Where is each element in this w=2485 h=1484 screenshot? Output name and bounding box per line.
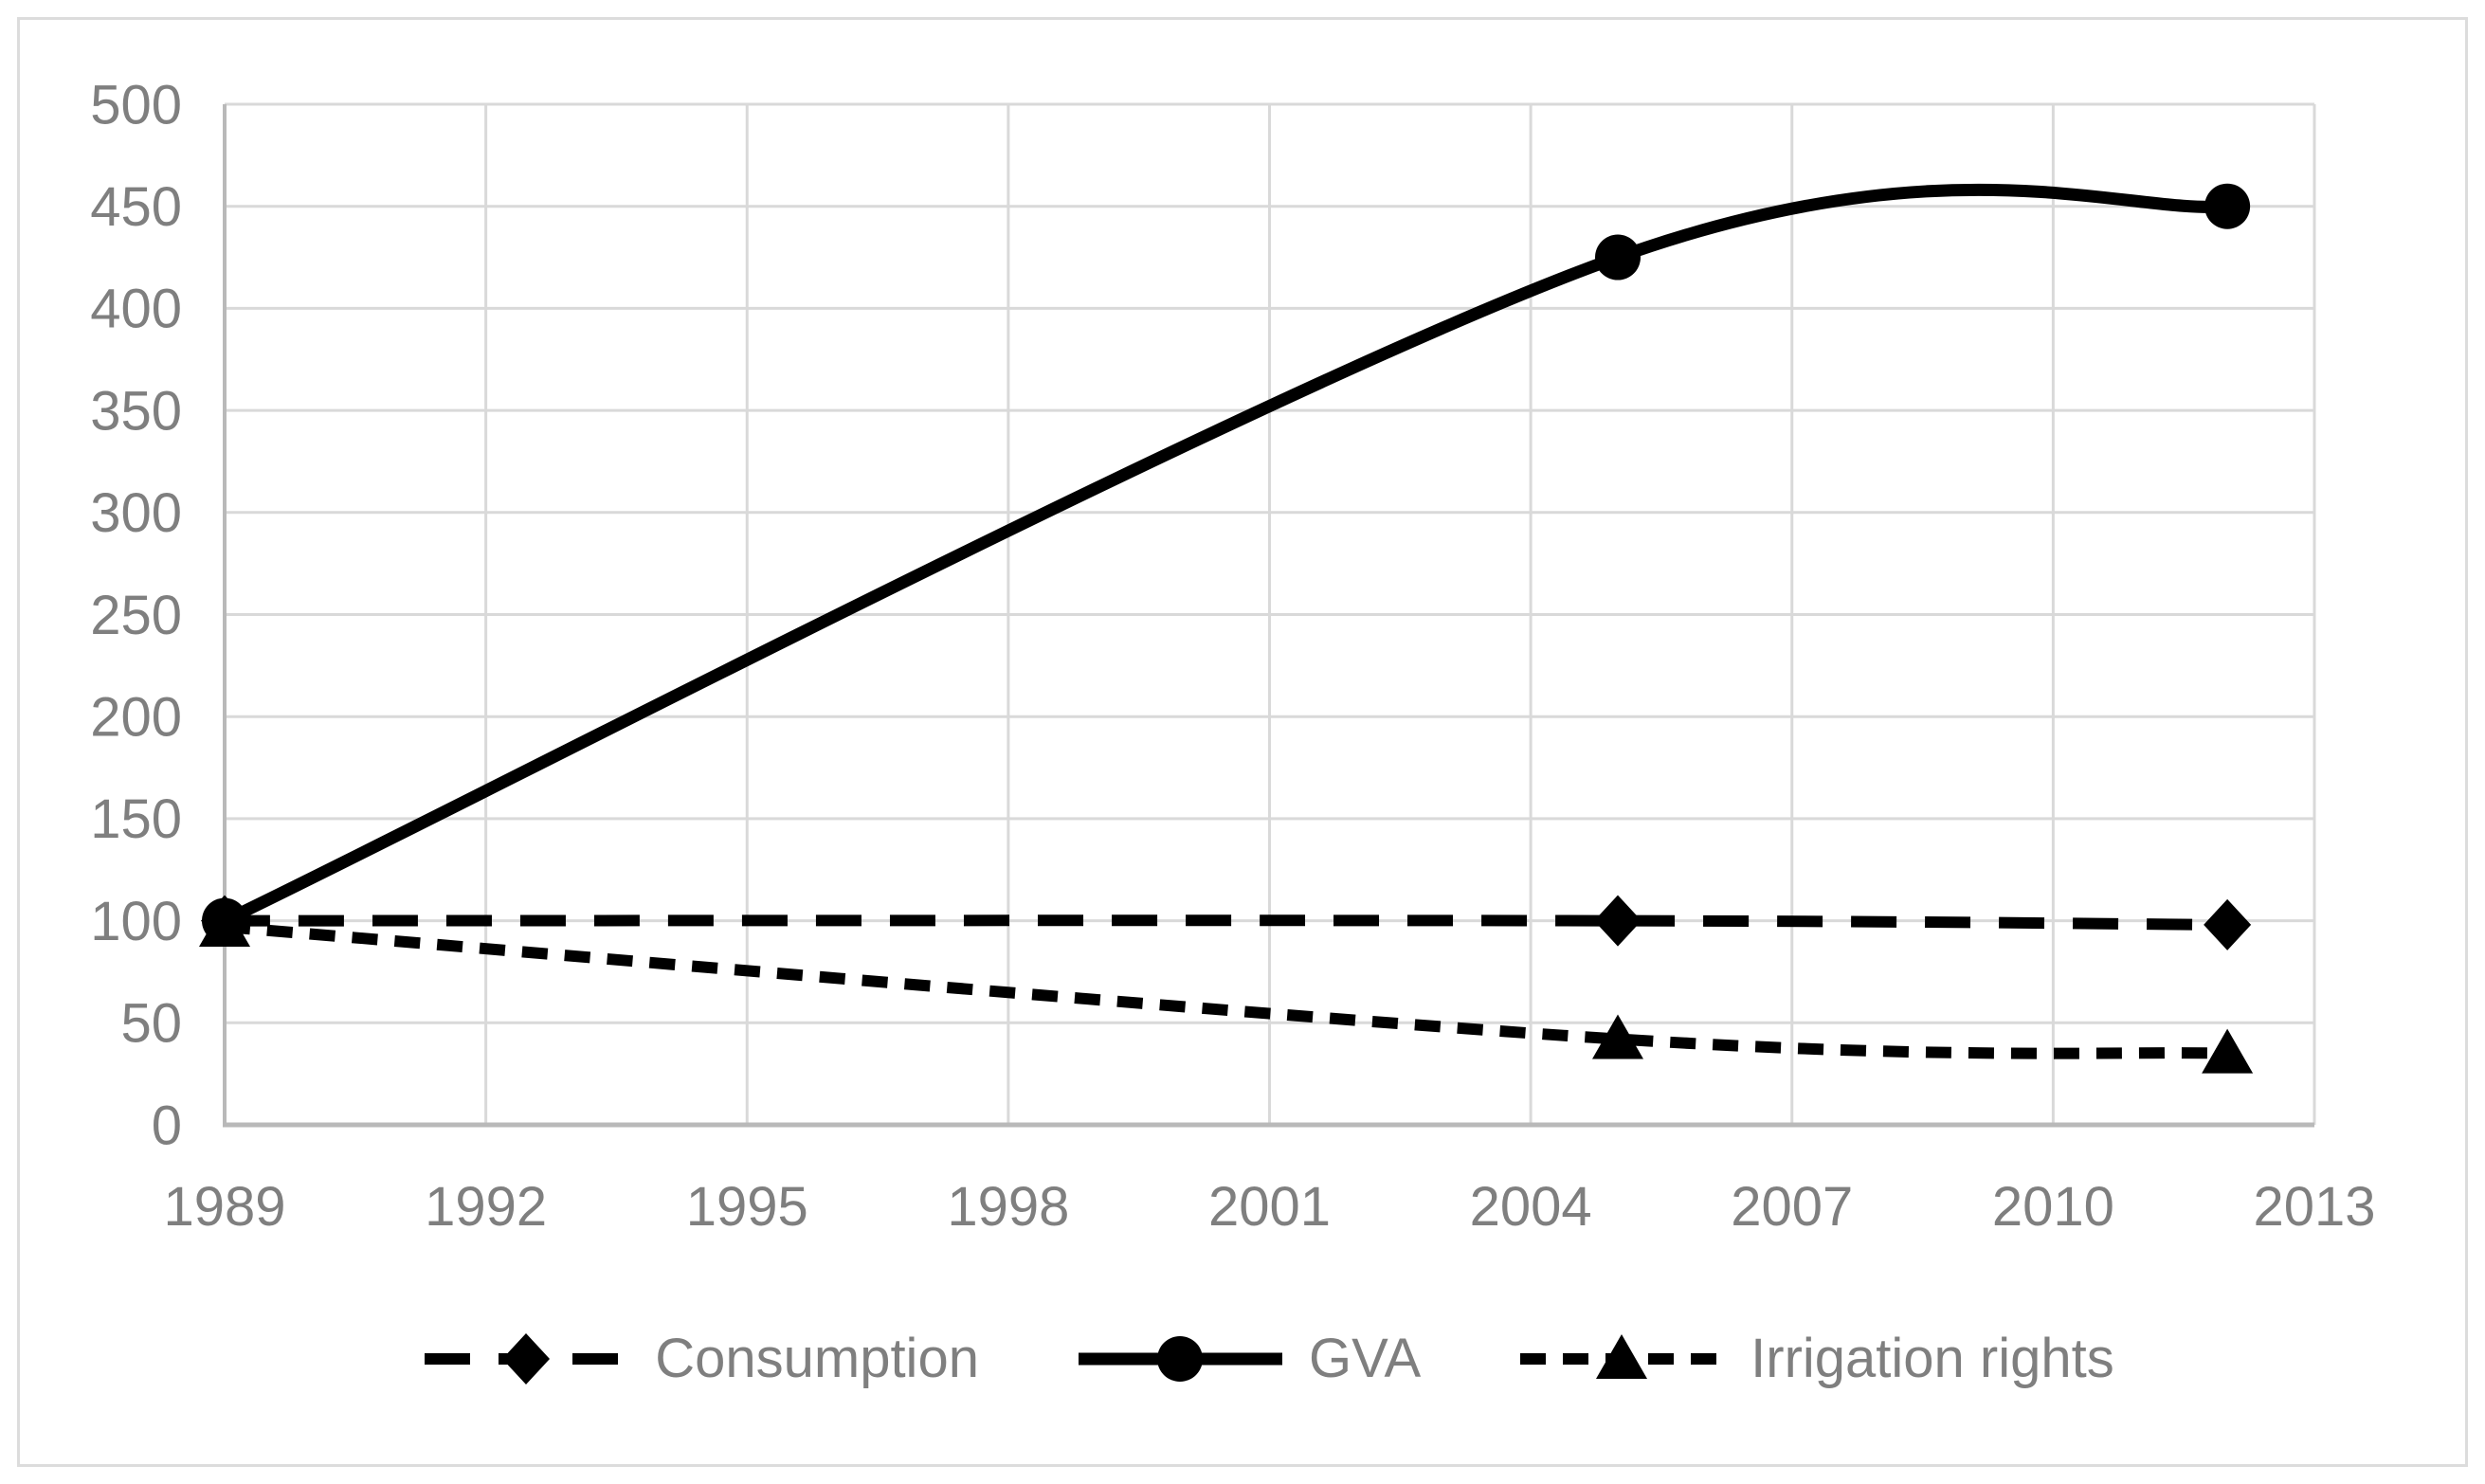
x-tick-label: 2010 bbox=[1992, 1176, 2114, 1238]
irrigation-rights-swatch bbox=[1520, 1334, 1725, 1379]
y-tick-label: 450 bbox=[90, 176, 182, 238]
triangle-marker-icon bbox=[1596, 1334, 1648, 1379]
y-tick-label: 400 bbox=[90, 279, 182, 340]
series-line-gva bbox=[222, 183, 2228, 927]
gva-swatch bbox=[1078, 1336, 1282, 1382]
gridlines bbox=[225, 102, 2316, 1125]
x-tick-label: 1989 bbox=[163, 1176, 285, 1238]
y-tick-label: 0 bbox=[152, 1095, 182, 1156]
series-line-irrigation-rights bbox=[224, 921, 2228, 1059]
y-tick-label: 350 bbox=[90, 380, 182, 442]
y-tick-label: 300 bbox=[90, 482, 182, 544]
x-tick-label: 2001 bbox=[1208, 1176, 1331, 1238]
circle-marker-icon bbox=[2204, 183, 2251, 229]
x-tick-label: 1995 bbox=[686, 1176, 808, 1238]
x-tick-label: 1992 bbox=[425, 1176, 547, 1238]
legend-item-irrigation-rights: Irrigation rights bbox=[1520, 1325, 2114, 1393]
x-tick-label: 2004 bbox=[1470, 1176, 1592, 1238]
circle-marker-icon bbox=[1156, 1336, 1203, 1382]
legend-label-irrigation-rights: Irrigation rights bbox=[1750, 1328, 2114, 1389]
chart-legend: Consumption GVA Irrigation rights bbox=[225, 1319, 2314, 1399]
y-tick-label: 200 bbox=[90, 687, 182, 749]
y-tick-label: 50 bbox=[120, 993, 182, 1055]
legend-label-gva: GVA bbox=[1308, 1328, 1422, 1389]
diamond-marker-icon bbox=[1594, 895, 1642, 947]
legend-item-gva: GVA bbox=[1078, 1325, 1422, 1393]
legend-item-consumption: Consumption bbox=[425, 1325, 979, 1393]
y-tick-label: 500 bbox=[90, 74, 182, 136]
legend-label-consumption: Consumption bbox=[655, 1328, 979, 1389]
y-tick-label: 150 bbox=[90, 788, 182, 850]
circle-marker-icon bbox=[1595, 234, 1641, 281]
x-tick-label: 1998 bbox=[947, 1176, 1069, 1238]
y-tick-label: 100 bbox=[90, 891, 182, 952]
triangle-marker-icon bbox=[2202, 1028, 2254, 1074]
circle-marker-icon bbox=[202, 897, 247, 944]
series-line-consumption bbox=[224, 914, 2228, 931]
x-tick-label: 2013 bbox=[2253, 1176, 2375, 1238]
consumption-swatch bbox=[425, 1333, 629, 1384]
x-tick-label: 2007 bbox=[1731, 1176, 1853, 1238]
y-tick-label: 250 bbox=[90, 585, 182, 646]
diamond-marker-icon bbox=[2204, 898, 2252, 950]
triangle-marker-icon bbox=[1592, 1014, 1643, 1059]
diamond-marker-icon bbox=[502, 1333, 551, 1384]
